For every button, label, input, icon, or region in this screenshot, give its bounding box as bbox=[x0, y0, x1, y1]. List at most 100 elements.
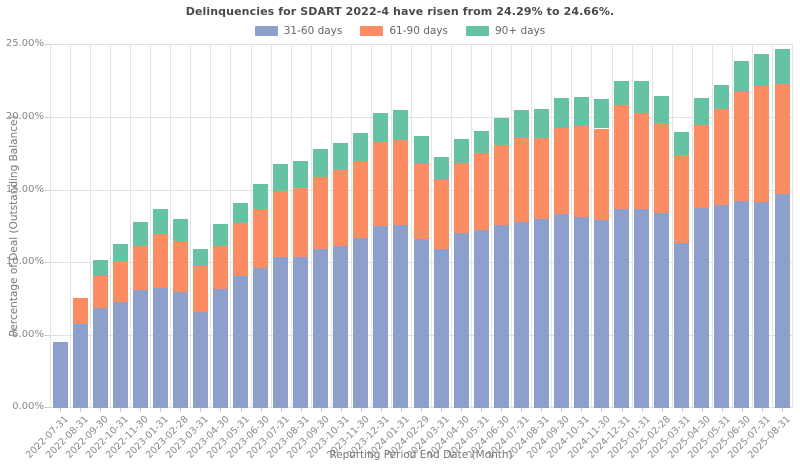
x-gridline bbox=[551, 44, 552, 408]
x-tick-mark bbox=[742, 408, 743, 412]
bar-segment bbox=[714, 84, 730, 109]
y-tick-label: 15.00% bbox=[5, 184, 44, 195]
x-gridline bbox=[411, 44, 412, 408]
bar-segment bbox=[152, 209, 168, 234]
x-gridline bbox=[50, 44, 51, 408]
bar-segment bbox=[674, 242, 690, 408]
bar-segment bbox=[393, 140, 409, 226]
bar-segment bbox=[213, 223, 228, 246]
bar-segment bbox=[92, 260, 108, 277]
bar-segment bbox=[694, 97, 710, 125]
x-tick-mark bbox=[521, 408, 522, 412]
x-tick-mark bbox=[401, 408, 402, 412]
x-gridline bbox=[150, 44, 151, 408]
bar-segment bbox=[694, 207, 710, 408]
x-gridline bbox=[371, 44, 372, 408]
x-gridline bbox=[571, 44, 572, 408]
bar-segment bbox=[433, 180, 449, 250]
legend-label-90-plus-days: 90+ days bbox=[495, 25, 546, 37]
bar-segment bbox=[233, 203, 248, 224]
y-tick-mark bbox=[45, 44, 50, 45]
plot-area bbox=[50, 44, 793, 408]
x-tick-mark bbox=[281, 408, 282, 412]
bar-segment bbox=[233, 276, 248, 408]
y-tick-label: 5.00% bbox=[12, 329, 44, 340]
bar-segment bbox=[213, 289, 228, 408]
bar-segment bbox=[353, 237, 369, 408]
bar-segment bbox=[533, 108, 549, 138]
bar-segment bbox=[694, 124, 710, 208]
bar-segment bbox=[453, 232, 469, 408]
x-tick-mark bbox=[662, 408, 663, 412]
x-gridline bbox=[712, 44, 713, 408]
y-tick-mark bbox=[45, 335, 50, 336]
x-gridline bbox=[90, 44, 91, 408]
x-gridline bbox=[271, 44, 272, 408]
bar-segment bbox=[654, 95, 670, 123]
bar-segment bbox=[533, 218, 549, 408]
x-gridline bbox=[210, 44, 211, 408]
x-gridline bbox=[331, 44, 332, 408]
bar-segment bbox=[734, 92, 750, 202]
bar-segment bbox=[373, 113, 389, 142]
legend-swatch-31-60-days-icon bbox=[254, 26, 278, 36]
bar-segment bbox=[594, 220, 609, 408]
bar-segment bbox=[353, 132, 369, 162]
y-axis-title: Percentage of Deal (Outstanding Balance) bbox=[8, 115, 20, 337]
bar-segment bbox=[513, 222, 529, 408]
bar-segment bbox=[734, 61, 750, 92]
x-gridline bbox=[110, 44, 111, 408]
bar-segment bbox=[634, 81, 650, 114]
x-tick-mark bbox=[541, 408, 542, 412]
x-gridline bbox=[431, 44, 432, 408]
bar-segment bbox=[453, 163, 469, 233]
bar-segment bbox=[132, 222, 148, 247]
x-tick-mark bbox=[682, 408, 683, 412]
bar-segment bbox=[333, 143, 349, 170]
x-tick-mark bbox=[381, 408, 382, 412]
bar-segment bbox=[172, 291, 188, 408]
x-gridline bbox=[190, 44, 191, 408]
bar-segment bbox=[573, 97, 589, 126]
x-gridline bbox=[772, 44, 773, 408]
x-tick-mark bbox=[341, 408, 342, 412]
legend-item-61-90-days: 61-90 days bbox=[360, 25, 448, 37]
bar-segment bbox=[72, 323, 88, 408]
x-gridline bbox=[491, 44, 492, 408]
bar-segment bbox=[333, 246, 349, 408]
legend-item-31-60-days: 31-60 days bbox=[254, 25, 343, 37]
bar-segment bbox=[634, 209, 650, 408]
x-gridline bbox=[351, 44, 352, 408]
x-gridline bbox=[632, 44, 633, 408]
legend-item-90-plus-days: 90+ days bbox=[466, 25, 545, 37]
x-gridline bbox=[792, 44, 793, 408]
x-tick-mark bbox=[601, 408, 602, 412]
legend-label-31-60-days: 31-60 days bbox=[283, 25, 343, 37]
x-tick-mark bbox=[561, 408, 562, 412]
x-gridline bbox=[291, 44, 292, 408]
x-gridline bbox=[391, 44, 392, 408]
legend: 31-60 days 61-90 days 90+ days bbox=[29, 25, 771, 37]
bar-segment bbox=[674, 154, 690, 243]
bar-segment bbox=[654, 212, 670, 408]
bar-segment bbox=[533, 137, 549, 219]
bar-segment bbox=[393, 110, 409, 141]
bar-segment bbox=[192, 266, 208, 312]
bar-segment bbox=[92, 276, 108, 309]
x-tick-mark bbox=[321, 408, 322, 412]
bar-segment bbox=[754, 86, 770, 202]
y-tick-mark bbox=[45, 190, 50, 191]
legend-swatch-61-90-days-icon bbox=[360, 26, 384, 36]
x-gridline bbox=[692, 44, 693, 408]
bar-segment bbox=[634, 113, 650, 210]
bar-segment bbox=[152, 234, 168, 288]
x-gridline bbox=[672, 44, 673, 408]
bar-segment bbox=[413, 164, 429, 240]
bar-segment bbox=[774, 194, 790, 408]
x-tick-mark bbox=[481, 408, 482, 412]
bar-segment bbox=[52, 341, 68, 408]
chart-title: Delinquencies for SDART 2022-4 have rise… bbox=[185, 5, 615, 18]
bar-segment bbox=[293, 161, 309, 189]
y-tick-label: 20.00% bbox=[5, 111, 44, 122]
